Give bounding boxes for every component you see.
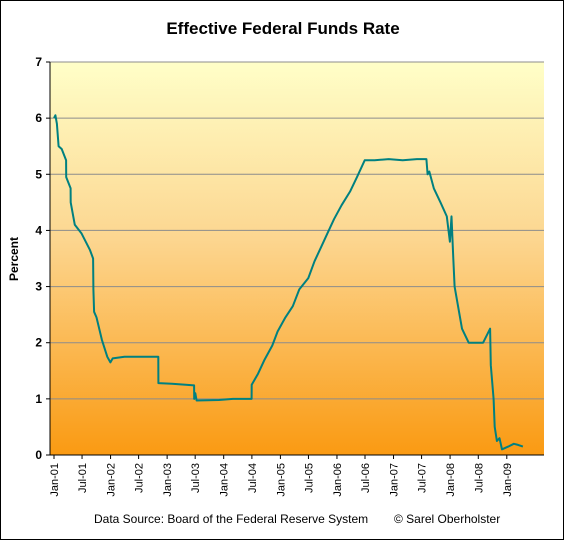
y-tick-label: 0: [35, 448, 42, 462]
plot-area: [50, 62, 544, 455]
x-tick-label: Jul-01: [77, 463, 89, 493]
y-tick-label: 5: [35, 167, 42, 181]
x-tick-label: Jul-02: [134, 463, 146, 493]
gridlines: [50, 61, 544, 400]
x-tick-label: Jan-06: [332, 463, 344, 497]
x-tick-label: Jul-05: [303, 463, 315, 493]
x-tick-label: Jan-03: [162, 463, 174, 497]
x-tick-label: Jan-09: [502, 463, 514, 497]
y-tick-label: 4: [35, 223, 42, 237]
chart-title: Effective Federal Funds Rate: [166, 19, 399, 38]
x-tick-label: Jan-04: [219, 463, 231, 497]
x-tick-label: Jul-06: [360, 463, 372, 493]
x-tick-label: Jan-01: [49, 463, 61, 497]
y-tick-label: 7: [35, 55, 42, 69]
y-tick-label: 6: [35, 111, 42, 125]
y-axis-label: Percent: [7, 237, 21, 281]
x-tick-label: Jan-02: [106, 463, 118, 497]
x-tick-label: Jan-08: [445, 463, 457, 497]
x-axis-ticks: Jan-01 Jul-01 Jan-02 Jul-02 Jan-03 Jul-03 Jan-…: [49, 455, 514, 497]
x-tick-label: Jul-07: [417, 463, 429, 493]
y-tick-label: 3: [35, 280, 42, 294]
x-tick-label: Jan-05: [275, 463, 287, 497]
x-tick-label: Jul-04: [247, 463, 259, 493]
data-source-note: Data Source: Board of the Federal Reserv…: [94, 512, 368, 526]
copyright-note: © Sarel Oberholster: [394, 512, 500, 526]
y-tick-label: 2: [35, 336, 42, 350]
x-tick-label: Jul-03: [190, 463, 202, 493]
x-tick-label: Jul-08: [473, 463, 485, 493]
y-tick-label: 1: [35, 392, 42, 406]
y-axis-ticks: 0 1 2 3 4 5 6 7: [35, 55, 50, 462]
x-tick-label: Jan-07: [389, 463, 401, 497]
series-layer: [53, 114, 524, 451]
series-line: [53, 114, 524, 451]
